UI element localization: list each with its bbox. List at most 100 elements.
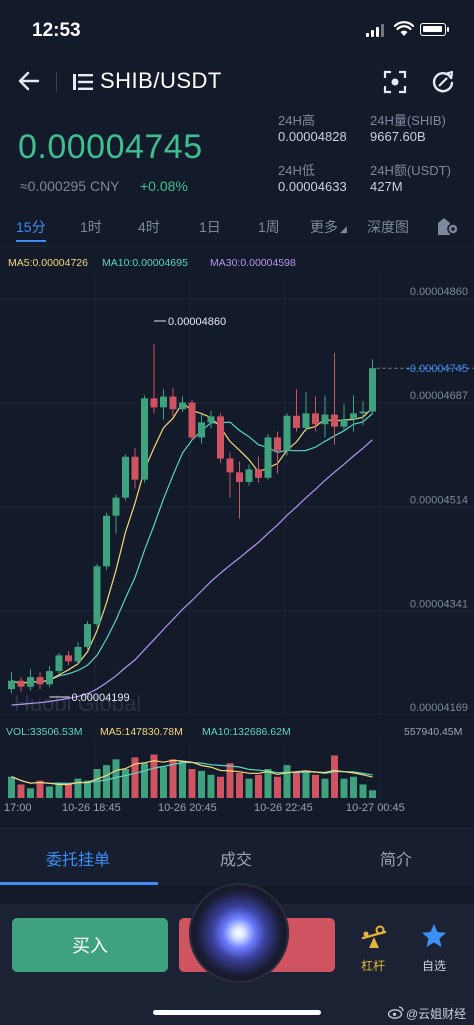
volume-bar xyxy=(46,786,53,798)
candle xyxy=(264,433,272,480)
volume-bar xyxy=(359,784,367,798)
volume-bar xyxy=(150,754,158,798)
change-percent: +0.08% xyxy=(140,178,188,194)
high-24h-value: 0.00004828 xyxy=(278,129,347,144)
favorites-label: 自选 xyxy=(422,959,447,973)
volume-bar xyxy=(160,767,167,798)
candle-body xyxy=(179,402,186,410)
tab-15min[interactable]: 15分 xyxy=(16,219,46,235)
tab-4hour[interactable]: 4时 xyxy=(138,219,160,235)
buy-button[interactable]: 买入 xyxy=(12,918,168,972)
candle xyxy=(350,395,357,432)
candle xyxy=(255,456,262,483)
tab-trades[interactable]: 成交 xyxy=(220,852,253,869)
tab-depth-chart[interactable]: 深度图 xyxy=(367,219,409,235)
signal-icon xyxy=(366,24,384,37)
candle-body xyxy=(103,515,110,567)
candle-body xyxy=(226,458,234,473)
candle-body xyxy=(46,671,53,685)
candle-body xyxy=(112,497,120,516)
volume-bar xyxy=(302,770,310,798)
candle-body xyxy=(255,469,262,478)
volume-label: VOL:33506.53M xyxy=(6,726,83,738)
candle xyxy=(302,392,310,432)
star-icon[interactable] xyxy=(420,922,448,950)
candle-body xyxy=(283,415,291,451)
candle xyxy=(217,413,224,463)
bottom-tabs xyxy=(0,828,474,886)
volume-bar xyxy=(245,778,253,798)
candle xyxy=(65,651,72,666)
candle xyxy=(340,404,348,432)
candle xyxy=(283,413,291,456)
candle-body xyxy=(359,411,367,414)
volume-bar xyxy=(65,784,72,798)
tab-open-orders[interactable]: 委托挂单 xyxy=(46,852,111,869)
volume-bar xyxy=(217,776,224,798)
volume-bar xyxy=(312,774,319,798)
candle-body xyxy=(264,437,272,478)
candle xyxy=(198,414,205,444)
x-tick-label: 10-26 18:45 xyxy=(62,802,121,814)
volume-bar xyxy=(340,778,348,798)
candle-body xyxy=(122,456,129,498)
candle-body xyxy=(340,419,348,427)
amount-24h-value: 427M xyxy=(370,179,403,194)
status-bar xyxy=(0,0,474,62)
volume-bar xyxy=(293,772,300,798)
volume-bar xyxy=(236,772,243,798)
volume-chart xyxy=(8,740,381,800)
refresh-share-icon[interactable] xyxy=(430,69,456,95)
volume-bar xyxy=(283,765,291,798)
chart-settings-icon[interactable] xyxy=(436,215,460,237)
candle-body xyxy=(93,566,101,625)
candle-body xyxy=(217,416,224,459)
tabs-separator xyxy=(0,246,474,247)
ma30-line xyxy=(11,439,373,706)
candle-body xyxy=(188,402,196,438)
candle xyxy=(245,464,253,486)
leverage-icon[interactable] xyxy=(360,924,388,952)
candle-body xyxy=(245,469,253,483)
tab-1week[interactable]: 1周 xyxy=(258,219,280,235)
tab-introduction[interactable]: 简介 xyxy=(380,852,413,869)
back-arrow-icon[interactable] xyxy=(16,68,42,94)
volume-bar xyxy=(17,784,25,798)
volume-bar xyxy=(226,763,234,798)
menu-icon[interactable] xyxy=(72,73,94,91)
volume-bar xyxy=(103,765,110,798)
candle xyxy=(188,400,196,441)
volume-bar xyxy=(112,759,120,798)
fullscreen-icon[interactable] xyxy=(382,69,408,95)
candle xyxy=(74,642,82,664)
volume-ma5-line xyxy=(11,759,373,786)
high-24h-label: 24H高 xyxy=(278,113,315,128)
candlestick-chart[interactable]: 0.00004860 0.00004687 0.00004514 0.00004341… xyxy=(0,275,474,715)
wifi-icon xyxy=(394,21,414,36)
tab-more-label: 更多 xyxy=(310,219,338,235)
candle xyxy=(207,410,215,429)
pair-title[interactable]: SHIB/USDT xyxy=(100,68,222,93)
candle xyxy=(141,395,148,483)
volume-bar xyxy=(93,769,101,798)
candle xyxy=(131,448,139,489)
candle-body xyxy=(293,415,300,428)
volume-bar xyxy=(369,790,376,798)
candle xyxy=(36,672,44,690)
candle xyxy=(17,677,25,692)
tab-1day[interactable]: 1日 xyxy=(199,219,221,235)
candle-body xyxy=(198,422,205,438)
ma10-label: MA10:0.00004695 xyxy=(102,257,188,269)
tab-more[interactable]: 更多 ◢ xyxy=(310,217,347,237)
candle xyxy=(8,672,15,694)
candle-body xyxy=(55,655,63,672)
candle xyxy=(84,621,91,650)
tab-1hour[interactable]: 1时 xyxy=(80,219,102,235)
volume-bar xyxy=(255,774,262,798)
candle-body xyxy=(8,680,15,690)
volume-bar xyxy=(74,778,82,798)
y-tick-label: 0.00004341 xyxy=(410,598,468,610)
low-24h-value: 0.00004633 xyxy=(278,179,347,194)
amount-24h-label: 24H额(USDT) xyxy=(370,163,451,178)
cny-price: ≈0.000295 CNY xyxy=(20,178,120,194)
